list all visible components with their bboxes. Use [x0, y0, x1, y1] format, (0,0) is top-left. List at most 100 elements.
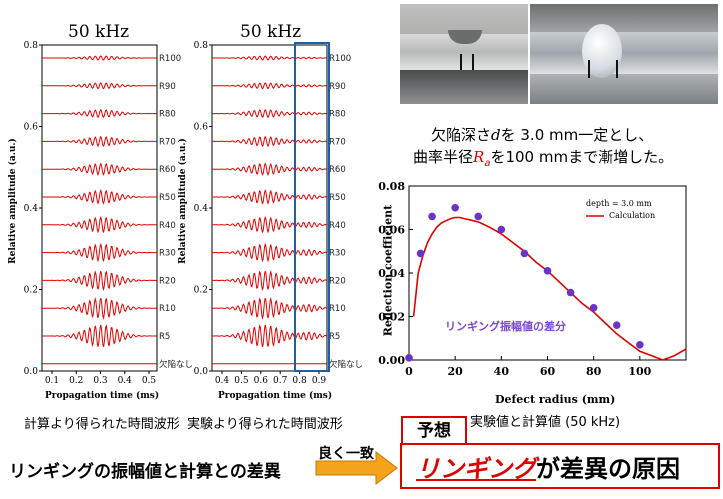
exp-waveform-trace-label: R10 [329, 304, 346, 314]
chart-legend-label: Calculation [609, 211, 656, 220]
exp-waveform-trace [212, 162, 327, 177]
exp-waveform-trace [212, 215, 327, 234]
calc-waveform-trace-label: R100 [159, 54, 181, 64]
experimental-point [451, 203, 459, 212]
exp-waveform-xtick-label: 0.8 [292, 376, 307, 386]
chart-xtick-label: 40 [494, 365, 510, 378]
calc-waveform-trace [42, 215, 157, 234]
exp-waveform-trace-label: R100 [329, 54, 351, 64]
calc-waveform-ytick-label: 0.8 [24, 41, 39, 51]
exp-waveform-trace [212, 270, 327, 292]
calc-waveform-ytick-label: 0.6 [24, 123, 39, 133]
experimental-point [416, 249, 425, 258]
calc-waveform-xtick-label: 0.5 [142, 376, 157, 386]
calc-waveform-xtick-label: 0.4 [118, 376, 133, 386]
chart-ytick-label: 0.02 [378, 311, 405, 324]
calc-waveform-ytick-label: 0.2 [24, 286, 38, 296]
exp-waveform-ytick-label: 0.8 [194, 41, 209, 51]
arrow-label: 良く一致 [318, 446, 374, 462]
chart-xtick-label: 20 [448, 365, 464, 378]
exp-waveform-trace-label: R60 [329, 165, 346, 175]
exp-waveform-trace [212, 108, 327, 119]
exp-waveform-ytick-label: 0.0 [194, 367, 209, 377]
exp-waveform-trace [212, 242, 327, 263]
exp-waveform-xtick-label: 0.5 [234, 376, 249, 386]
experimental-point [520, 249, 529, 258]
calc-waveform-trace-label: R30 [159, 249, 176, 259]
calc-waveform-xtick-label: 0.1 [45, 376, 59, 386]
chart-xtick-label: 60 [540, 365, 556, 378]
panel-left-xlabel: Propagation time (ms) [45, 391, 160, 401]
calc-waveform-trace [42, 82, 157, 90]
calc-waveform-trace-label: R80 [159, 110, 176, 120]
chart-xtick-label: 0 [405, 365, 413, 378]
photo-defect-notch [400, 4, 528, 104]
panel-mid-title: 50 kHz [240, 22, 302, 42]
exp-waveform-trace-label: 欠陥なし [329, 359, 363, 370]
exp-waveform-trace-label: R30 [329, 249, 346, 259]
exp-waveform-trace-label: R40 [329, 221, 346, 231]
calc-waveform-ytick-label: 0.4 [24, 204, 39, 214]
conclusion-box: リンギングが差異の原因 [400, 443, 720, 489]
chart-xtick-label: 100 [628, 365, 651, 378]
calc-waveform-trace [42, 242, 157, 263]
experimental-point [566, 288, 575, 297]
experimental-point [497, 225, 506, 234]
exp-waveform-xtick-label: 0.9 [312, 376, 327, 386]
experimental-point [612, 321, 621, 330]
calc-waveform-trace-label: 欠陥なし [159, 359, 193, 370]
exp-waveform-ytick-label: 0.2 [194, 286, 208, 296]
calc-waveform-trace [42, 270, 157, 292]
exp-waveform-trace-label: R5 [329, 332, 340, 342]
calc-waveform-trace [42, 188, 157, 205]
exp-waveform-ytick-label: 0.6 [194, 123, 209, 133]
caption-experimental-waveform: 実験より得られた時間波形 [187, 417, 343, 432]
right-arrow-icon [315, 450, 398, 486]
exp-waveform-trace-label: R80 [329, 110, 346, 120]
experimental-point [589, 304, 598, 312]
chart-annotation: リンギング振幅値の差分 [445, 320, 566, 333]
calc-waveform-xtick-label: 0.2 [69, 376, 83, 386]
condition-text-line1: 欠陥深さdを 3.0 mm一定とし、 [431, 126, 654, 144]
exp-waveform-trace [212, 82, 327, 90]
calc-waveform-trace-label: R70 [159, 137, 176, 147]
experimental-point [543, 267, 552, 275]
chart-ytick-label: 0.04 [378, 267, 405, 280]
exp-waveform-trace-label: R90 [329, 82, 346, 92]
calc-waveform-trace-label: R40 [159, 221, 176, 231]
exp-waveform-trace [212, 189, 327, 205]
exp-waveform-trace-label: R50 [329, 193, 346, 203]
exp-waveform-trace [212, 135, 327, 148]
ringing-region-box [294, 42, 330, 372]
exp-waveform-trace-label: R70 [329, 137, 346, 147]
calc-waveform-trace [42, 324, 157, 347]
calc-waveform-trace-label: R90 [159, 82, 176, 92]
calc-waveform-trace-label: R50 [159, 193, 176, 203]
conclusion-rest: が差異の原因 [536, 455, 680, 483]
exp-waveform-trace-label: R20 [329, 276, 346, 286]
exp-waveform-xtick-label: 0.6 [254, 376, 269, 386]
chart-legend-title: depth = 3.0 mm [586, 199, 652, 208]
calc-waveform-trace-label: R60 [159, 165, 176, 175]
exp-waveform-trace [212, 324, 327, 347]
caption-calculated-waveform: 計算より得られた時間波形 [24, 417, 180, 432]
calc-waveform-trace [42, 55, 157, 61]
calc-waveform-trace-label: R10 [159, 304, 176, 314]
bottom-left-text: リンギングの振幅値と計算との差異 [9, 462, 281, 482]
experimental-point [474, 212, 483, 221]
chart-xtick-label: 80 [586, 365, 602, 378]
calc-waveform-trace [42, 135, 157, 148]
panel-left-title: 50 kHz [68, 22, 130, 42]
exp-waveform-xtick-label: 0.7 [273, 376, 288, 386]
chart-caption: 実験値と計算値 (50 kHz) [470, 415, 621, 430]
calc-waveform-trace [42, 108, 157, 119]
calc-waveform-trace [42, 162, 157, 177]
calculation-line [412, 216, 687, 361]
photo-defect-spherical [530, 4, 718, 104]
panel-mid-xlabel: Propagation time (ms) [218, 391, 333, 401]
calc-waveform-trace-label: R20 [159, 276, 176, 286]
exp-waveform-xtick-label: 0.4 [215, 376, 230, 386]
